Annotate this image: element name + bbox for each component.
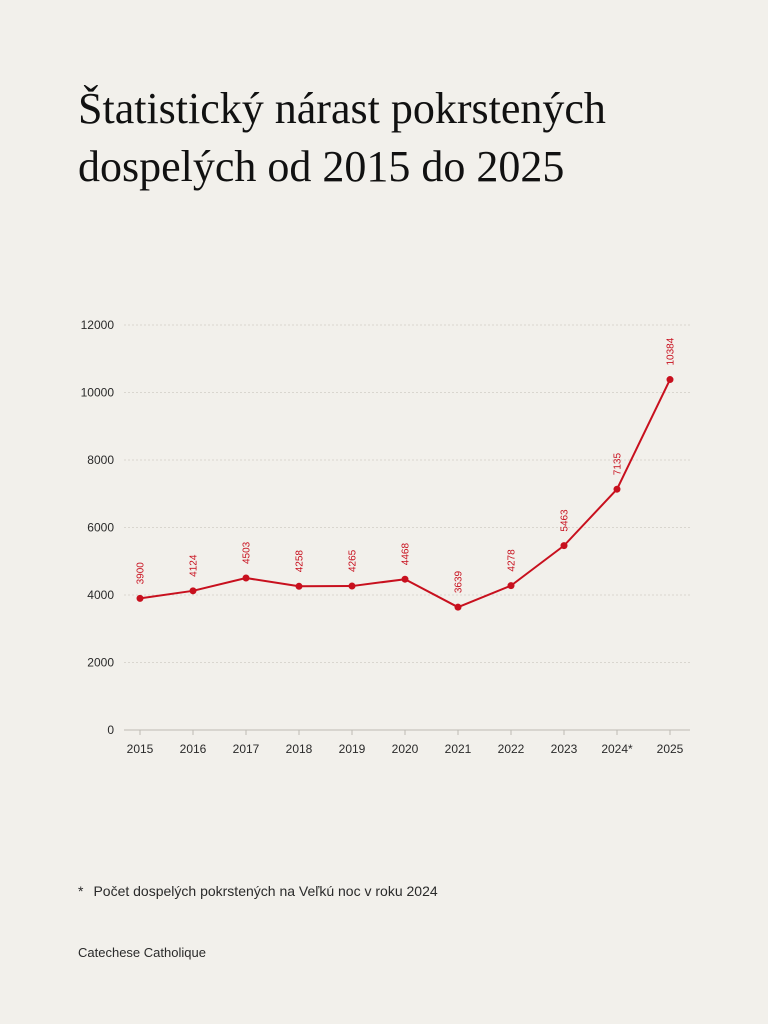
data-label: 4278	[507, 549, 518, 572]
data-point	[401, 575, 409, 583]
x-tick-label: 2015	[127, 742, 154, 756]
data-point	[613, 485, 621, 493]
data-label: 3900	[136, 562, 147, 585]
data-point	[136, 594, 144, 602]
x-tick-label: 2017	[233, 742, 260, 756]
footnote-mark: *	[78, 883, 84, 899]
data-label: 7135	[613, 453, 624, 476]
y-tick-label: 8000	[87, 453, 114, 467]
x-tick-label: 2018	[286, 742, 313, 756]
data-label: 4468	[401, 543, 412, 566]
series-line	[139, 379, 671, 609]
y-tick-label: 10000	[81, 386, 115, 400]
data-point	[560, 542, 568, 550]
data-point	[348, 582, 356, 590]
data-label: 4124	[189, 554, 200, 577]
x-tick-label: 2023	[551, 742, 578, 756]
y-tick-label: 4000	[87, 588, 114, 602]
data-label: 10384	[666, 337, 677, 365]
chart-title-line-1: Štatistický nárast pokrstených	[78, 84, 606, 133]
data-point	[454, 603, 462, 611]
y-tick-label: 2000	[87, 656, 114, 670]
data-point	[666, 376, 674, 384]
y-tick-label: 0	[107, 723, 114, 737]
y-tick-label: 12000	[81, 318, 115, 332]
x-tick-label: 2022	[498, 742, 525, 756]
x-tick-label: 2025	[657, 742, 684, 756]
x-tick-label: 2024*	[601, 742, 633, 756]
x-tick-label: 2021	[445, 742, 472, 756]
y-tick-label: 6000	[87, 521, 114, 535]
data-label: 4265	[348, 549, 359, 572]
x-tick-label: 2020	[392, 742, 419, 756]
data-point	[189, 587, 197, 595]
footnote-text: Počet dospelých pokrstených na Veľkú noc…	[93, 883, 438, 899]
data-label: 4503	[242, 541, 253, 564]
chart-title-line-2: dospelých od 2015 do 2025	[78, 142, 565, 191]
data-label: 3639	[454, 570, 465, 593]
x-tick-label: 2019	[339, 742, 366, 756]
data-point	[295, 582, 303, 590]
chart-title: Štatistický nárast pokrstených dospelých…	[78, 80, 718, 196]
data-point	[507, 582, 515, 590]
x-tick-label: 2016	[180, 742, 207, 756]
source-credit: Catechese Catholique	[78, 945, 206, 960]
footnote: * Počet dospelých pokrstených na Veľkú no…	[78, 883, 438, 899]
data-label: 4258	[295, 550, 306, 573]
data-point	[242, 574, 250, 582]
data-label: 5463	[560, 509, 571, 532]
